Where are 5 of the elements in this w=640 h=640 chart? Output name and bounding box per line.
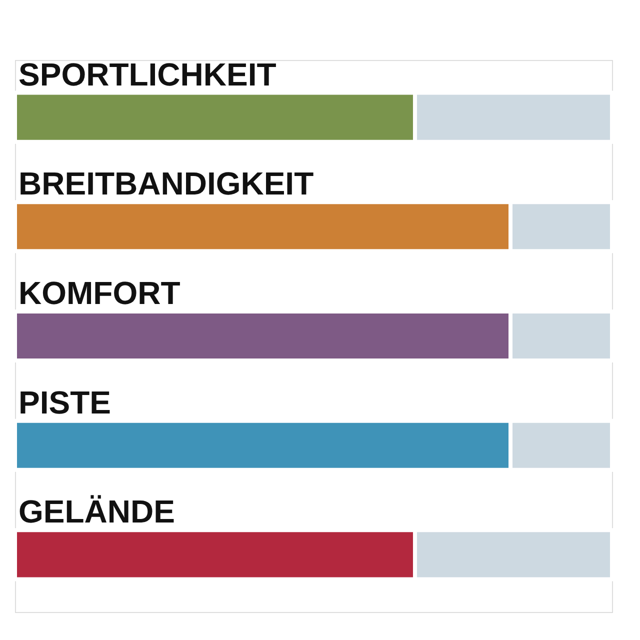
y-tick-label: PISTE: [18, 384, 111, 420]
y-tick-label: KOMFORT: [18, 275, 181, 311]
y-tick-label: GELÄNDE: [18, 494, 175, 530]
y-tick-label: SPORTLICHKEIT: [18, 56, 277, 92]
y-tick-label: BREITBANDIGKEIT: [18, 166, 314, 202]
